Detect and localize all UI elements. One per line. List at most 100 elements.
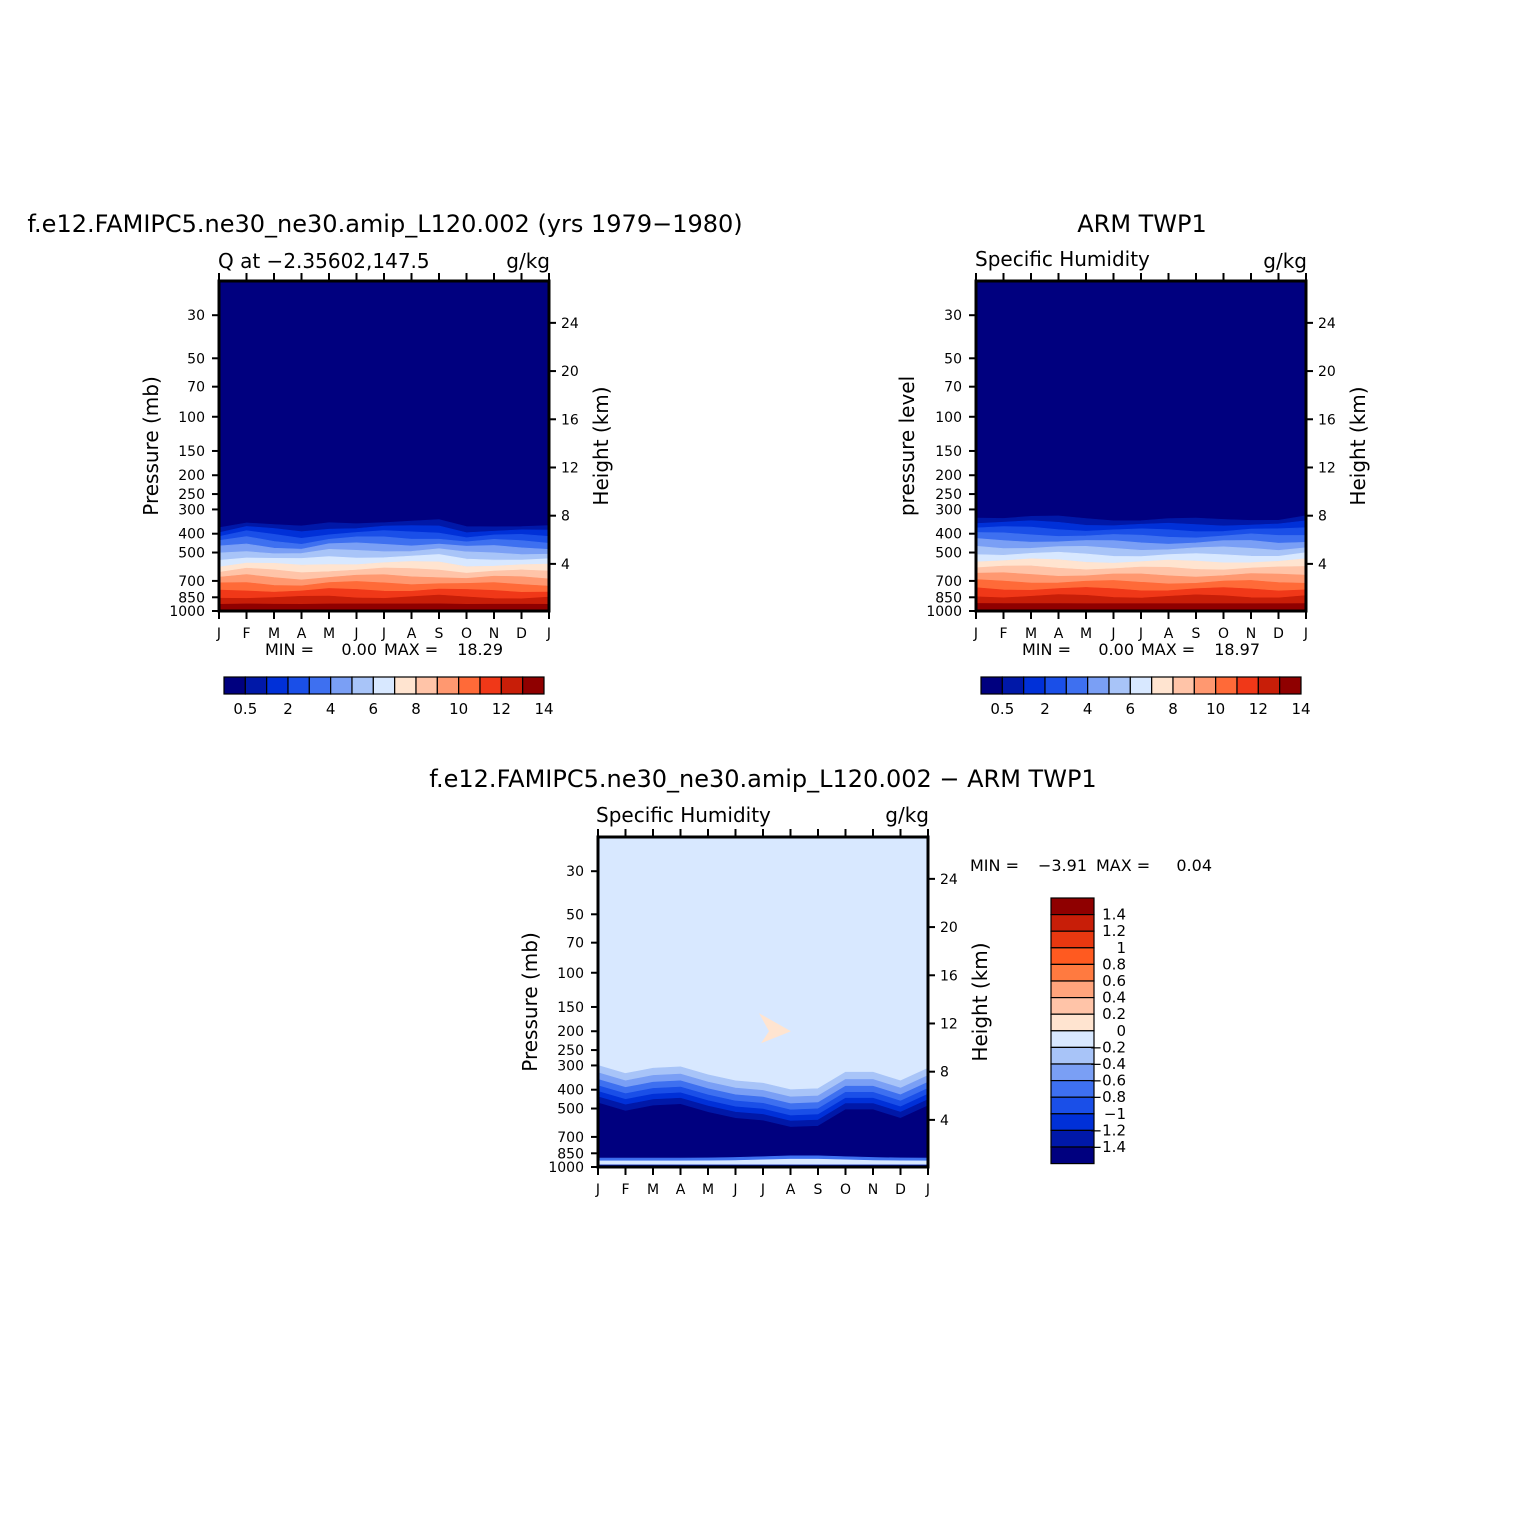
panel-diff: f.e12.FAMIPC5.ne30_ne30.amip_L120.002 − …: [429, 765, 1212, 1198]
colorbar-swatch: [1050, 1030, 1095, 1049]
x-tick-label: F: [999, 626, 1007, 642]
x-tick-label: M: [1025, 626, 1037, 642]
colorbar-swatch: [1050, 947, 1095, 965]
y-tick-label: 30: [187, 308, 205, 324]
colorbar-swatch: [1050, 1063, 1095, 1082]
y-tick-label: 50: [944, 351, 962, 367]
colorbar-swatch: [1050, 1046, 1095, 1065]
colorbar-label: 6: [1126, 700, 1136, 718]
y-tick-label: 850: [178, 590, 205, 606]
y-tick-label: 50: [187, 351, 205, 367]
x-tick-label: J: [760, 1182, 765, 1198]
colorbar-label: 10: [1206, 700, 1225, 718]
colorbar-label: 2: [283, 700, 293, 718]
y-tick-label: 700: [935, 574, 962, 590]
x-tick-label: J: [595, 1182, 600, 1198]
colorbar-swatch: [287, 676, 310, 695]
y-right-tick-label: 16: [940, 968, 958, 984]
panel-diff-subtitle-left: Specific Humidity: [596, 803, 771, 827]
panel-diff-field: [597, 837, 929, 1168]
y-right-tick-label: 16: [1318, 412, 1336, 428]
colorbar-label: 0: [1116, 1022, 1126, 1040]
panel-obs-min-value: 0.00: [1098, 640, 1134, 659]
colorbar-label: 12: [1249, 700, 1268, 718]
colorbar-swatch: [1129, 676, 1153, 695]
colorbar-swatch: [1108, 676, 1131, 695]
x-tick-label: M: [1080, 626, 1092, 642]
panel-diff-ylabel: Pressure (mb): [518, 932, 542, 1072]
colorbar-swatch: [1050, 1096, 1095, 1115]
panel-obs-ylabel-right: Height (km): [1346, 386, 1370, 505]
y-right-tick-label: 12: [561, 460, 579, 476]
colorbar-swatch: [500, 676, 524, 695]
y-tick-label: 300: [557, 1058, 584, 1074]
y-tick-label: 100: [935, 410, 962, 426]
panel-model-title: f.e12.FAMIPC5.ne30_ne30.amip_L120.002 (y…: [27, 210, 742, 238]
y-right-tick-label: 24: [1318, 316, 1336, 332]
colorbar-label: 12: [492, 700, 511, 718]
panel-model-colorbar: 0.5 2 4 6 8 10 12 14: [223, 676, 554, 718]
y-tick-label: 850: [557, 1146, 584, 1162]
panel-diff-min-value: −3.91: [1038, 856, 1087, 875]
colorbar-swatch: [1050, 1079, 1095, 1098]
y-tick-label: 150: [935, 444, 962, 460]
panel-obs-min-label: MIN =: [1022, 640, 1071, 659]
colorbar-label: 1.2: [1102, 922, 1126, 940]
x-tick-label: M: [702, 1182, 714, 1198]
y-tick-label: 100: [557, 966, 584, 982]
y-tick-label: 150: [178, 444, 205, 460]
colorbar-label: 1.4: [1102, 906, 1126, 924]
colorbar-swatch: [1050, 1146, 1095, 1165]
colorbar-swatch: [1257, 676, 1281, 695]
panel-model-min-value: 0.00: [341, 640, 377, 659]
x-tick-label: J: [732, 1182, 737, 1198]
colorbar-swatch: [479, 676, 502, 695]
y-tick-label: 200: [178, 468, 205, 484]
x-tick-label: J: [973, 626, 978, 642]
colorbar-swatch: [330, 676, 353, 695]
y-tick-label: 70: [944, 380, 962, 396]
y-tick-label: 250: [557, 1043, 584, 1059]
x-tick-label: D: [516, 626, 527, 642]
x-tick-label: M: [268, 626, 280, 642]
y-tick-label: 50: [566, 907, 584, 923]
x-tick-label: F: [621, 1182, 629, 1198]
colorbar-label: 8: [411, 700, 421, 718]
x-tick-label: M: [323, 626, 335, 642]
y-right-tick-label: 20: [940, 920, 958, 936]
colorbar-swatch: [1050, 1129, 1095, 1148]
colorbar-swatch: [980, 676, 1003, 695]
colorbar-swatch: [1236, 676, 1259, 695]
x-tick-label: A: [1164, 626, 1174, 642]
colorbar-swatch: [1044, 676, 1067, 695]
y-tick-label: 500: [178, 546, 205, 562]
panel-model-max-label: MAX =: [384, 640, 438, 659]
y-tick-label: 500: [557, 1102, 584, 1118]
colorbar-label: −0.6: [1090, 1072, 1126, 1090]
colorbar-swatch: [415, 676, 438, 695]
x-tick-label: J: [546, 626, 551, 642]
colorbar-swatch: [1172, 676, 1195, 695]
x-tick-label: D: [895, 1182, 906, 1198]
x-tick-label: N: [1246, 626, 1256, 642]
y-right-tick-label: 20: [561, 364, 579, 380]
colorbar-label: −1: [1104, 1105, 1126, 1123]
x-tick-label: J: [353, 626, 358, 642]
x-tick-label: N: [489, 626, 499, 642]
y-tick-label: 200: [557, 1024, 584, 1040]
panel-diff-units: g/kg: [885, 803, 929, 827]
y-right-tick-label: 4: [940, 1113, 949, 1129]
colorbar-label: 4: [1083, 700, 1093, 718]
panel-diff-title: f.e12.FAMIPC5.ne30_ne30.amip_L120.002 − …: [429, 765, 1096, 793]
x-tick-label: A: [1054, 626, 1064, 642]
positive-anomaly: [759, 1013, 791, 1044]
y-right-tick-label: 12: [940, 1016, 958, 1032]
x-tick-label: A: [407, 626, 417, 642]
y-tick-label: 400: [935, 527, 962, 543]
panel-model-field: [218, 281, 550, 612]
panel-obs-field: [975, 281, 1307, 612]
x-tick-label: J: [1138, 626, 1143, 642]
colorbar-label: 0.5: [990, 700, 1014, 718]
